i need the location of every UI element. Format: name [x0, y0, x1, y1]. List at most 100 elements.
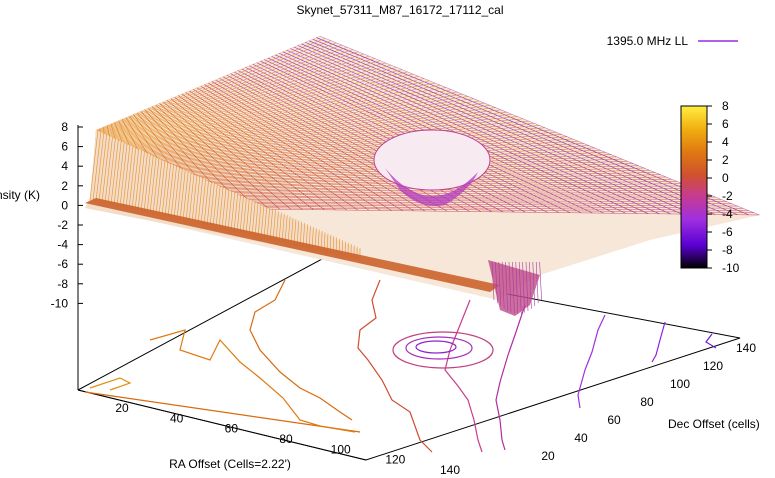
mesh-line	[95, 62, 387, 142]
mesh-line	[301, 43, 705, 215]
curtain-line	[284, 215, 288, 244]
curtain-line	[113, 140, 122, 206]
x-tick-label: 120	[385, 453, 405, 467]
mesh-line	[95, 51, 359, 137]
mesh-line	[94, 73, 414, 147]
mesh-line	[95, 60, 381, 141]
contour-line	[84, 391, 361, 433]
contour-line	[149, 329, 356, 433]
curtain-line	[89, 129, 99, 201]
curtain-line	[110, 139, 119, 205]
trough-line	[491, 261, 495, 301]
curtain-line	[257, 203, 262, 238]
mesh-line	[94, 67, 398, 144]
contour-line	[577, 314, 606, 409]
colorbar: 8 6 4 2 0 -2 -4 -6 -8 -10	[680, 99, 740, 275]
mesh-line	[94, 80, 431, 150]
colorbar-tick-label: -6	[722, 225, 733, 239]
colorbar-tick-label: 0	[722, 171, 729, 185]
curtain-line	[209, 182, 215, 227]
curtain-line	[242, 196, 247, 235]
mesh-line	[95, 42, 337, 134]
curtain-line	[107, 137, 116, 205]
curtain-line	[125, 145, 134, 209]
curtain-line	[137, 150, 145, 211]
contour-line	[392, 331, 494, 369]
y-tick-label: 40	[574, 431, 588, 445]
surface-trough	[488, 260, 540, 316]
curtain-line	[281, 213, 285, 243]
curtain-line	[152, 157, 160, 215]
curtain-line	[248, 199, 253, 236]
curtain-base	[85, 198, 500, 292]
curtain-line	[182, 170, 189, 221]
curtain-line	[128, 147, 137, 209]
curtain-line	[161, 161, 169, 217]
mesh-line	[237, 70, 515, 213]
curtain-line	[179, 169, 186, 221]
mesh-line	[95, 46, 348, 136]
curtain-line	[233, 192, 239, 233]
legend-label: 1395.0 MHz LL	[607, 34, 689, 48]
trough-line	[529, 261, 532, 309]
z-axis-label: Intensity (K)	[0, 188, 40, 202]
mesh-line	[94, 89, 453, 154]
curtain-line	[212, 183, 218, 228]
colorbar-tick-label: 4	[722, 135, 729, 149]
curtain-line	[200, 178, 207, 225]
z-tick-label: -6	[57, 257, 68, 271]
curtain-line	[197, 177, 204, 225]
colorbar-tick-label: 2	[722, 153, 729, 167]
colorbar-tick-label: -10	[722, 261, 740, 275]
mesh-line	[95, 58, 376, 140]
z-tick-label: 8	[61, 120, 68, 134]
mesh-line	[95, 40, 332, 133]
curtain-line	[101, 135, 110, 203]
trough-line	[535, 261, 539, 304]
floor-outline	[77, 258, 741, 461]
z-tick-label: -4	[57, 238, 68, 252]
colorbar-tick-label: 8	[722, 99, 729, 113]
curtain-line	[185, 171, 192, 222]
y-tick-label: 100	[670, 377, 690, 391]
curtain-line	[119, 143, 128, 207]
x-tick-label: 40	[170, 411, 184, 425]
mesh-line	[308, 40, 727, 215]
surface	[85, 36, 760, 316]
curtain-line	[188, 173, 195, 223]
x-tick-label: 100	[331, 442, 351, 456]
z-tick-label: 4	[61, 159, 68, 173]
y-tick-label: 60	[607, 413, 621, 427]
y-tick-label: 120	[703, 359, 723, 373]
x-axis-label: RA Offset (Cells=2.22')	[169, 457, 291, 471]
trough-line	[515, 261, 519, 315]
trough-line	[501, 261, 505, 309]
curtain-line	[263, 206, 268, 239]
contour-line	[705, 333, 717, 349]
colorbar-tick-label: 6	[722, 117, 729, 131]
contour-line	[651, 321, 666, 363]
z-tick-label: 6	[61, 140, 68, 154]
curtain-line	[95, 132, 105, 202]
curtain-line	[146, 154, 154, 213]
y-axis-ticks: 20 40 60 80 100 120 140	[541, 341, 756, 463]
curtain-line	[164, 162, 172, 217]
trough-line	[505, 261, 508, 311]
curtain-line	[218, 186, 224, 229]
curtain-line	[140, 152, 148, 212]
curtain-line	[122, 144, 131, 208]
contour-line	[444, 299, 483, 453]
x-tick-label: 140	[440, 463, 460, 477]
curtain-line	[98, 133, 108, 203]
curtain-line	[245, 198, 250, 235]
trough-line	[498, 261, 502, 307]
curtain-line	[143, 153, 151, 213]
mesh-line	[241, 68, 526, 213]
z-tick-label: 2	[61, 179, 68, 193]
contour-line	[415, 340, 457, 354]
mesh-line	[95, 36, 321, 131]
curtain-line	[149, 156, 157, 214]
x-axis-ticks: 20 40 60 80 100 120 140	[115, 401, 460, 477]
mesh-line	[93, 105, 491, 161]
curtain-line	[167, 164, 174, 218]
